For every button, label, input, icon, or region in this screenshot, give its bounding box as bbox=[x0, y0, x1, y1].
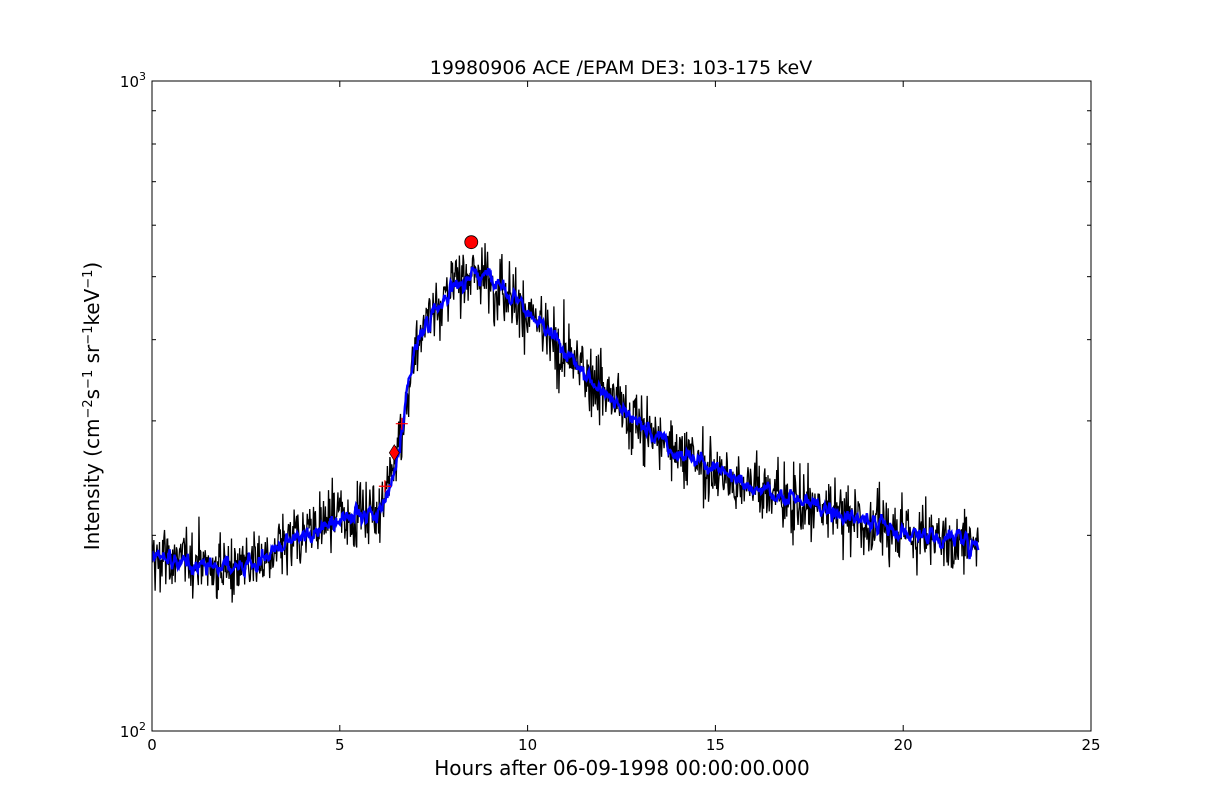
y-axis-label-part: −1 bbox=[81, 326, 96, 345]
plot-frame bbox=[151, 80, 1092, 732]
y-tick-label: 102 bbox=[120, 720, 146, 741]
y-axis-label-part: Intensity (cm bbox=[80, 419, 104, 551]
x-axis: 0 5 10 15 20 25 bbox=[147, 81, 1101, 754]
y-axis-label-part: ) bbox=[80, 262, 104, 270]
cross-marker-1 bbox=[378, 480, 391, 493]
x-tick-label: 20 bbox=[894, 736, 913, 754]
y-tick-label: 103 bbox=[120, 70, 146, 91]
onset-marker bbox=[388, 444, 400, 462]
cross-marker-2 bbox=[395, 417, 408, 430]
y-axis-label-part: −1 bbox=[81, 370, 96, 389]
peak-marker bbox=[464, 235, 479, 250]
x-tick-label: 0 bbox=[147, 736, 157, 754]
y-axis-label-part: −2 bbox=[81, 399, 96, 418]
x-tick-label: 10 bbox=[518, 736, 537, 754]
series-line-smoothed bbox=[152, 266, 980, 579]
x-axis-label: Hours after 06-09-1998 00:00:00.000 bbox=[434, 756, 810, 780]
y-axis-label-part: sr bbox=[80, 344, 104, 370]
y-axis-label: Intensity (cm−2s−1 sr−1keV−1) bbox=[80, 262, 104, 550]
x-tick-label: 5 bbox=[335, 736, 345, 754]
x-tick-label: 25 bbox=[1081, 736, 1100, 754]
plot-area bbox=[152, 235, 980, 603]
x-tick-label: 15 bbox=[706, 736, 725, 754]
chart-title: 19980906 ACE /EPAM DE3: 103-175 keV bbox=[430, 57, 812, 79]
y-axis-label-part: s bbox=[80, 389, 104, 399]
y-axis-label-part: −1 bbox=[81, 270, 96, 289]
y-axis-label-part: keV bbox=[80, 288, 104, 325]
y-axis: 102 103 bbox=[120, 70, 1091, 741]
